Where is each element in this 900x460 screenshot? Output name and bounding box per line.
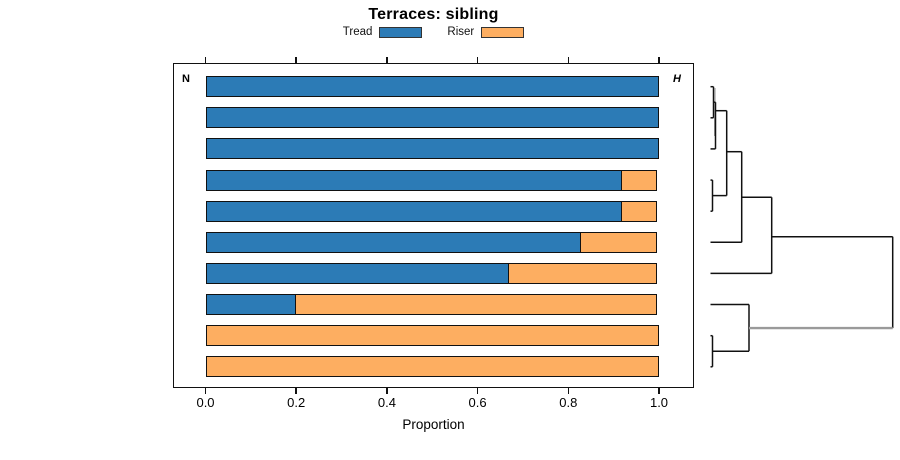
row-label-papoose [0,327,167,345]
x-tick-label: 1.0 [649,395,669,410]
chart-title: Terraces: sibling [368,6,499,23]
row-label-sanpete [0,233,167,251]
x-tick-bottom [567,388,570,394]
bar-segment-tread [205,200,623,222]
h-value [652,304,702,317]
row-label-uvada [0,264,167,282]
h-value [652,272,702,285]
x-tick-top [567,57,570,63]
bar-segment-riser [621,200,658,222]
bar-crystal-springs [205,138,659,160]
n-value [161,86,211,99]
bar-sanpete [205,231,658,253]
x-tick-label: 0.2 [287,395,306,410]
row-label-dera [0,296,167,314]
legend-label: Tread [342,26,373,38]
legend-item-tread: Tread [343,26,423,38]
row-label-saltair [0,202,167,220]
n-value [161,304,211,317]
bar-segment-riser [205,356,659,378]
h-value [652,179,702,192]
x-tick-top [204,57,207,63]
h-value [652,335,702,348]
legend-item-riser: Riser [447,26,525,38]
bar-segment-riser [205,325,659,347]
h-value [652,210,702,223]
bar-segment-riser [621,169,658,191]
x-tick-bottom [295,388,297,394]
x-tick-bottom [386,388,388,394]
bar-dera [205,294,658,316]
h-value [652,117,702,130]
x-axis-title: Proportion [402,417,465,432]
bar-segment-tread [205,231,582,253]
bar-segment-riser [507,262,658,284]
n-value [161,148,211,161]
row-label-crystal-springs [0,140,167,158]
n-value [161,241,211,254]
bar-mazuma [205,169,658,191]
x-tick-bottom [476,388,479,394]
bar-papoose [205,325,659,347]
legend: Tread Riser [173,25,694,39]
bar-segment-tread [205,169,623,191]
bar-segment-tread [205,76,659,98]
bar-segment-tread [205,138,659,160]
bar-uvada [205,262,658,284]
x-tick-top [658,57,660,63]
row-label-mazuma [0,171,167,189]
bar-segment-tread [205,107,659,129]
n-value [161,335,211,348]
legend-swatch-tread [379,26,423,38]
bar-goshute [205,356,659,378]
row-label-hiko-springs [0,109,167,127]
n-value [161,179,211,192]
n-value [161,210,211,223]
bar-lynndyl [205,76,659,98]
h-column-header: H [673,72,681,85]
bar-hiko-springs [205,107,659,129]
x-tick-label: 0.0 [196,395,215,410]
h-value [652,86,702,99]
n-column-header: N [182,72,190,85]
row-label-goshute [0,358,167,376]
bar-saltair [205,200,658,222]
x-tick-top [386,57,388,63]
n-value [161,272,211,285]
bar-segment-riser [580,231,658,253]
x-tick-bottom [204,388,207,394]
bar-segment-tread [205,294,297,316]
n-value [161,366,211,379]
bar-segment-tread [205,262,510,284]
x-tick-label: 0.8 [559,395,578,410]
legend-swatch-riser [481,26,525,38]
bar-segment-riser [294,294,658,316]
row-label-lynndyl [0,78,167,96]
n-value [161,117,211,130]
legend-label: Riser [447,26,475,38]
x-tick-bottom [658,388,660,394]
x-tick-top [476,57,479,63]
x-tick-top [295,57,297,63]
h-value [652,148,702,161]
h-value [652,241,702,254]
h-value [652,366,702,379]
x-tick-label: 0.4 [377,395,396,410]
x-tick-label: 0.6 [468,395,487,410]
